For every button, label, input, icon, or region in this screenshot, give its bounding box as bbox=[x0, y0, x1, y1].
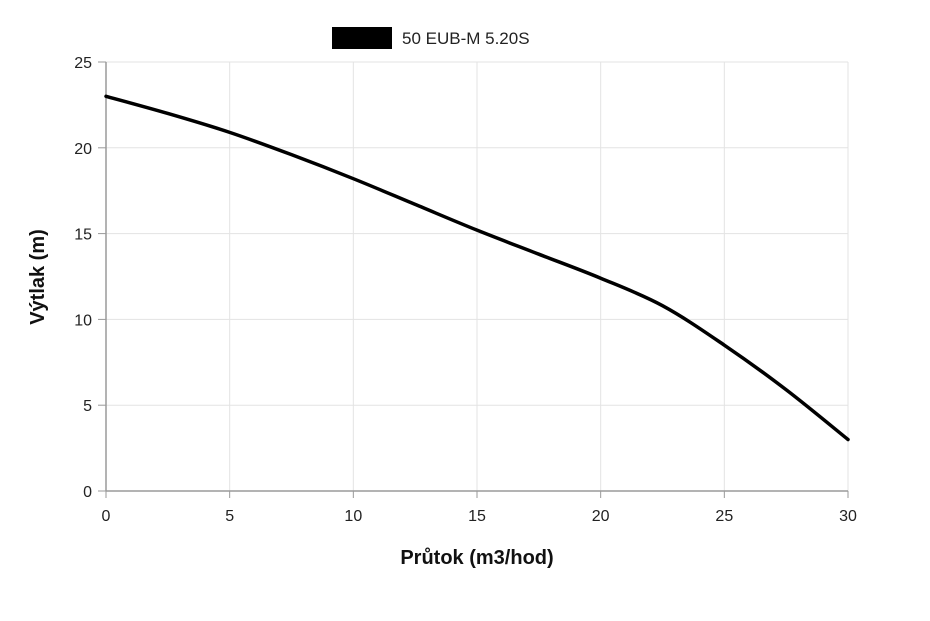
y-tick-label: 0 bbox=[83, 484, 92, 501]
x-tick-label: 0 bbox=[102, 508, 111, 525]
y-tick-label: 15 bbox=[74, 227, 92, 244]
y-tick-label: 25 bbox=[74, 55, 92, 72]
y-tick-label: 20 bbox=[74, 141, 92, 158]
x-tick-label: 20 bbox=[592, 508, 610, 525]
tick-labels: 0 5 10 15 20 25 30 0 5 10 15 20 25 bbox=[74, 55, 857, 525]
x-tick-label: 30 bbox=[839, 508, 857, 525]
y-axis-title: Výtlak (m) bbox=[27, 229, 49, 325]
x-axis-title: Průtok (m3/hod) bbox=[400, 547, 553, 569]
axes bbox=[98, 61, 849, 498]
series-line bbox=[104, 94, 850, 442]
grid bbox=[105, 61, 849, 492]
legend-label: 50 EUB-M 5.20S bbox=[402, 29, 530, 48]
legend-swatch bbox=[332, 27, 392, 49]
x-tick-label: 15 bbox=[468, 508, 486, 525]
legend: 50 EUB-M 5.20S bbox=[332, 27, 530, 49]
y-tick-label: 10 bbox=[74, 312, 92, 329]
x-tick-label: 25 bbox=[715, 508, 733, 525]
x-tick-label: 10 bbox=[344, 508, 362, 525]
series-layer bbox=[104, 94, 850, 442]
y-tick-label: 5 bbox=[83, 398, 92, 415]
x-tick-label: 5 bbox=[225, 508, 234, 525]
